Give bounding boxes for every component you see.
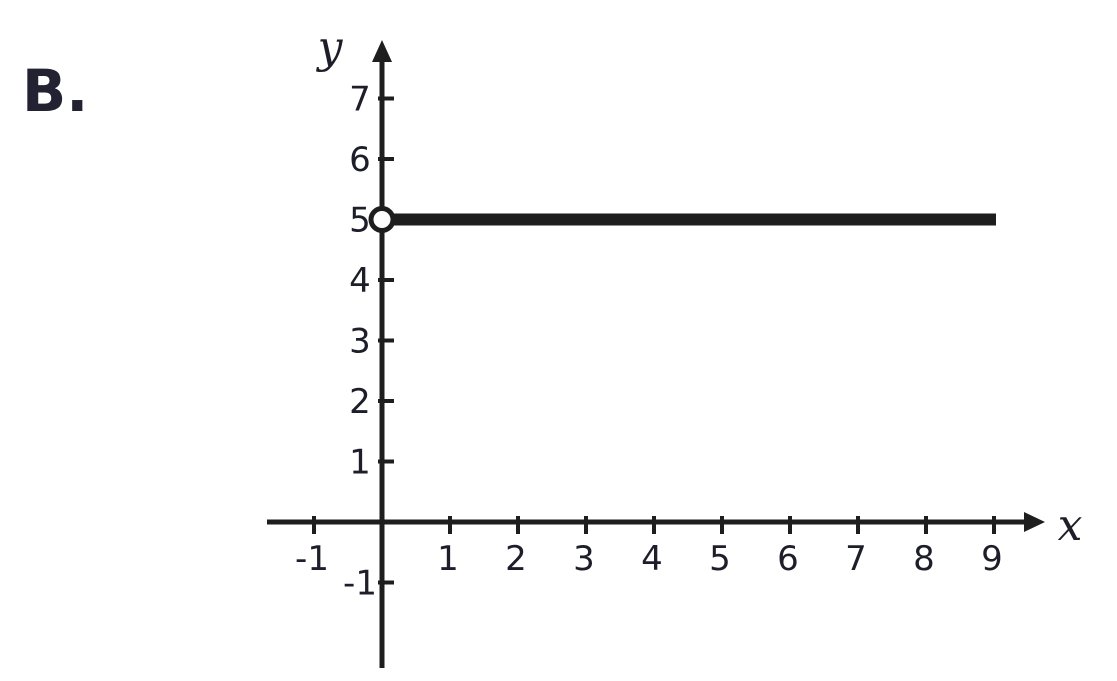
x-tick-label: 2 xyxy=(505,539,527,579)
x-axis-label: x xyxy=(1058,500,1083,551)
y-tick-label: 2 xyxy=(349,382,371,422)
panel-label: B. xyxy=(22,57,89,125)
y-tick-label: 6 xyxy=(349,140,371,180)
y-tick-label: -1 xyxy=(343,564,377,604)
y-axis-label: y xyxy=(316,22,344,73)
y-axis-arrow xyxy=(372,40,392,62)
x-tick-label: 5 xyxy=(709,539,731,579)
x-tick-label: 6 xyxy=(777,539,799,579)
x-tick-label: -1 xyxy=(295,539,329,579)
x-axis-arrow xyxy=(1024,512,1045,532)
y-tick-label: 1 xyxy=(349,443,371,483)
y-tick-label: 5 xyxy=(349,201,371,241)
x-tick-label: 4 xyxy=(641,539,663,579)
x-tick-label: 3 xyxy=(573,539,595,579)
x-tick-label: 7 xyxy=(845,539,867,579)
y-tick-label: 3 xyxy=(349,322,371,362)
x-tick-label: 8 xyxy=(913,539,935,579)
y-tick-label: 7 xyxy=(349,80,371,120)
y-tick-label: 4 xyxy=(349,261,371,301)
x-tick-label: 1 xyxy=(437,539,459,579)
open-circle-endpoint xyxy=(368,206,396,233)
x-tick-label: 9 xyxy=(981,539,1003,579)
